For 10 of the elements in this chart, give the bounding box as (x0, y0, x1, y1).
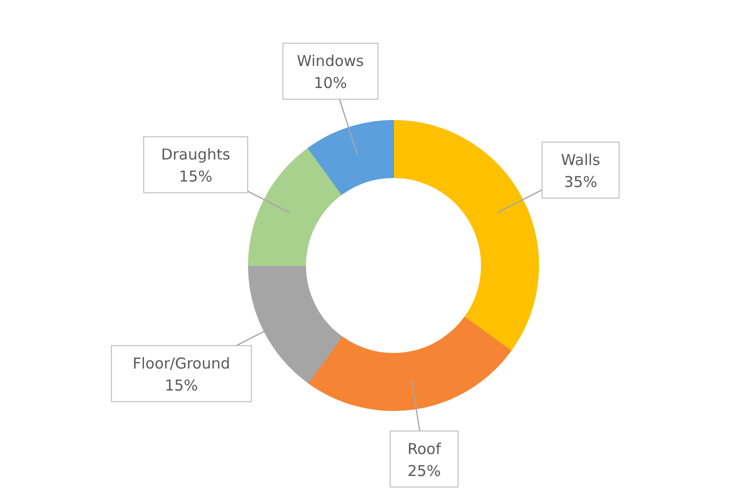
data-label: 15% (164, 376, 198, 395)
slice-label: Floor/Ground (132, 354, 230, 373)
data-label: 15% (178, 168, 212, 186)
slice-label: Walls (561, 151, 600, 170)
slice-label: Draughts (161, 146, 230, 164)
data-label: 35% (564, 173, 598, 192)
slice-label: Roof (407, 440, 442, 458)
slice-label: Windows (296, 52, 364, 70)
data-label: 25% (407, 462, 441, 480)
data-label: 10% (314, 74, 348, 92)
